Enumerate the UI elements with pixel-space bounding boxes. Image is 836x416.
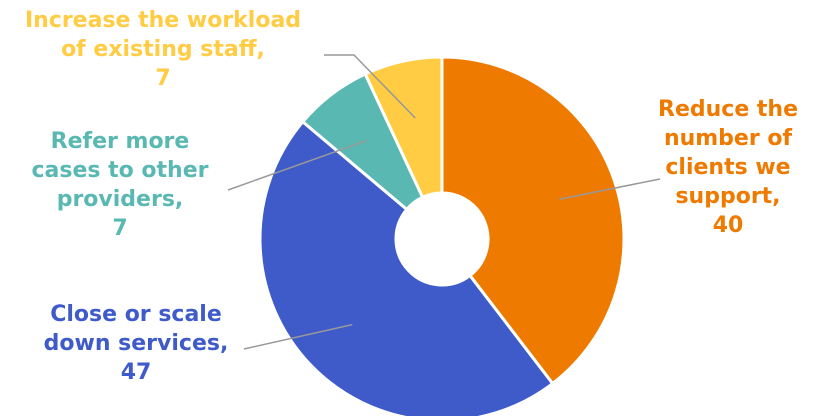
slice-label-line: of existing staff, bbox=[61, 37, 265, 62]
slice-label-line: providers, bbox=[56, 187, 184, 212]
slice-value-label: 7 bbox=[155, 66, 171, 91]
slice-label-line: Increase the workload bbox=[24, 8, 302, 33]
slice-label-line: support, bbox=[675, 184, 781, 209]
slice-label-line: Refer more bbox=[50, 129, 190, 154]
slice-label-refer-cases: Refer more cases to other providers, 7 bbox=[20, 127, 220, 243]
leader-line bbox=[559, 178, 661, 200]
slice-value-label: 7 bbox=[112, 216, 128, 241]
leader-line bbox=[227, 139, 367, 191]
slice-label-reduce-clients: Reduce the number of clients we support,… bbox=[648, 95, 808, 240]
slice-label-increase-workload: Increase the workload of existing staff,… bbox=[0, 6, 326, 93]
slice-label-line: Close or scale bbox=[50, 302, 222, 327]
slice-label-line: clients we bbox=[665, 155, 791, 180]
slice-reduce-clients bbox=[440, 55, 626, 386]
leader-line bbox=[243, 323, 353, 350]
slice-label-line: Reduce the bbox=[658, 97, 798, 122]
leader-line bbox=[324, 54, 416, 119]
slice-value-label: 40 bbox=[712, 213, 744, 238]
slice-increase-workload bbox=[363, 55, 444, 200]
slice-label-line: number of bbox=[663, 126, 793, 151]
slice-label-line: down services, bbox=[43, 331, 229, 356]
slice-value-label: 47 bbox=[120, 360, 152, 385]
slice-label-line: cases to other bbox=[31, 158, 209, 183]
slice-label-close-services: Close or scale down services, 47 bbox=[20, 300, 252, 387]
slice-close-services bbox=[258, 119, 555, 416]
